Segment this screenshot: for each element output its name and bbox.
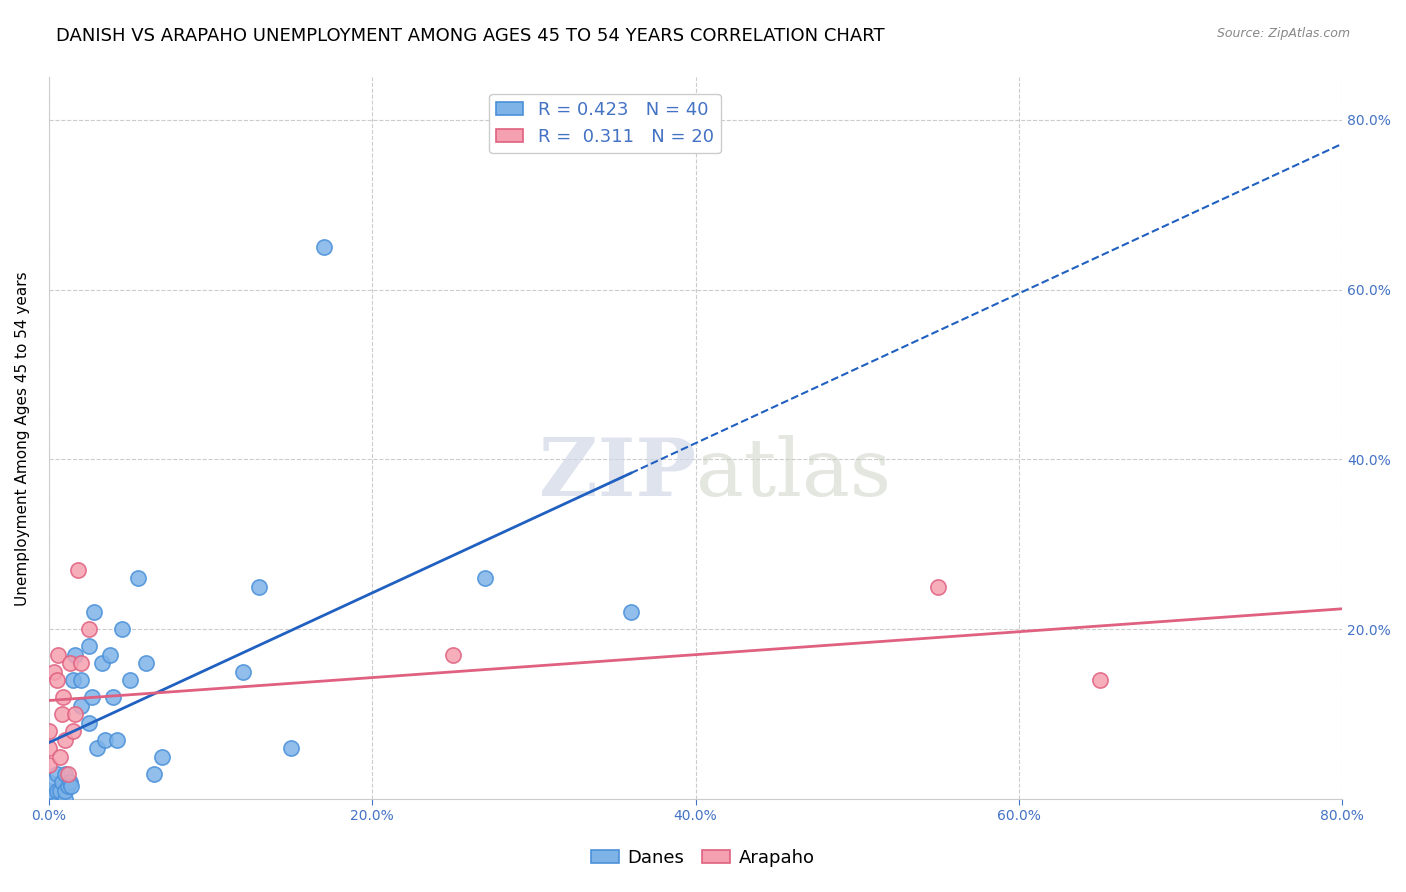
Y-axis label: Unemployment Among Ages 45 to 54 years: Unemployment Among Ages 45 to 54 years — [15, 271, 30, 606]
Point — [38, 758, 60, 772]
Point — [38, 775, 60, 789]
Point — [53, 783, 76, 797]
Point — [53, 732, 76, 747]
Point — [98, 648, 121, 662]
Point — [280, 741, 302, 756]
Point — [94, 732, 117, 747]
Legend: R = 0.423   N = 40, R =  0.311   N = 20: R = 0.423 N = 40, R = 0.311 N = 20 — [489, 94, 721, 153]
Point — [118, 673, 141, 688]
Point — [38, 724, 60, 739]
Point — [312, 240, 335, 254]
Text: DANISH VS ARAPAHO UNEMPLOYMENT AMONG AGES 45 TO 54 YEARS CORRELATION CHART: DANISH VS ARAPAHO UNEMPLOYMENT AMONG AGE… — [56, 27, 884, 45]
Point — [49, 749, 72, 764]
Point — [77, 715, 100, 730]
Point — [38, 783, 60, 797]
Point — [60, 780, 83, 794]
Point — [110, 622, 132, 636]
Point — [474, 571, 496, 585]
Point — [59, 775, 82, 789]
Point — [52, 690, 75, 705]
Point — [53, 766, 76, 780]
Point — [53, 792, 76, 806]
Point — [38, 792, 60, 806]
Point — [38, 741, 60, 756]
Point — [232, 665, 254, 679]
Point — [86, 741, 108, 756]
Point — [45, 673, 67, 688]
Point — [45, 783, 67, 797]
Point — [620, 605, 643, 619]
Text: atlas: atlas — [696, 435, 890, 513]
Legend: Danes, Arapaho: Danes, Arapaho — [585, 842, 821, 874]
Point — [70, 673, 93, 688]
Point — [56, 780, 79, 794]
Point — [49, 783, 72, 797]
Point — [91, 657, 114, 671]
Text: Source: ZipAtlas.com: Source: ZipAtlas.com — [1216, 27, 1350, 40]
Point — [927, 580, 949, 594]
Point — [127, 571, 149, 585]
Point — [82, 690, 104, 705]
Point — [150, 749, 173, 764]
Point — [142, 766, 165, 780]
Point — [70, 698, 93, 713]
Point — [135, 657, 157, 671]
Point — [62, 724, 84, 739]
Point — [45, 766, 67, 780]
Point — [70, 657, 93, 671]
Point — [83, 605, 105, 619]
Point — [441, 648, 464, 662]
Point — [103, 690, 125, 705]
Point — [48, 648, 70, 662]
Point — [62, 673, 84, 688]
Point — [66, 563, 89, 577]
Point — [77, 622, 100, 636]
Point — [38, 783, 60, 797]
Point — [1088, 673, 1111, 688]
Point — [51, 775, 73, 789]
Text: ZIP: ZIP — [538, 435, 696, 513]
Point — [77, 639, 100, 653]
Point — [59, 657, 82, 671]
Point — [247, 580, 270, 594]
Point — [56, 766, 79, 780]
Point — [63, 648, 86, 662]
Point — [42, 665, 65, 679]
Point — [63, 707, 86, 722]
Point — [51, 707, 73, 722]
Point — [105, 732, 128, 747]
